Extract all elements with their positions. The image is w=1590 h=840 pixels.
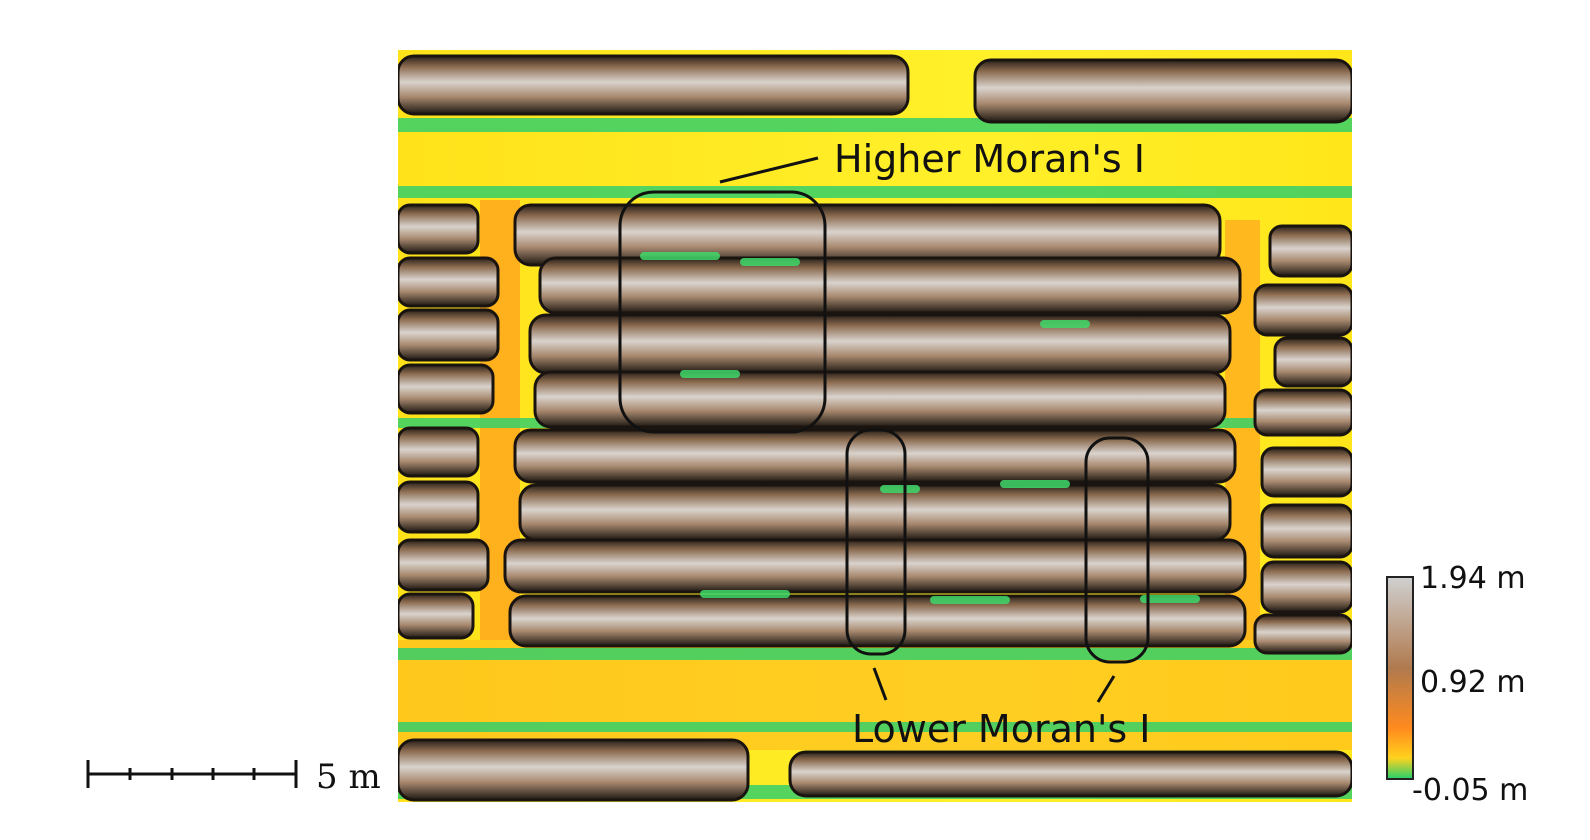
higher-leader-line (719, 156, 819, 184)
colorbar-mid-label: 0.92 m (1420, 665, 1526, 700)
scale-bar (86, 760, 298, 788)
scale-bar-label: 5 m (316, 757, 381, 797)
lower-morans-box-left (845, 428, 907, 656)
lower-morans-box-right (1084, 436, 1150, 664)
map-image (398, 50, 1352, 802)
colorbar-max-label: 1.94 m (1420, 561, 1526, 596)
tree-rows (398, 54, 1352, 802)
height-colorbar (1386, 576, 1414, 780)
lower-morans-label: Lower Moran's I (852, 707, 1151, 751)
higher-morans-box (618, 190, 827, 434)
lower-leader-line-left (872, 667, 888, 701)
row-gaps (640, 252, 1200, 604)
colorbar-min-label: -0.05 m (1412, 773, 1529, 808)
higher-morans-label: Higher Moran's I (834, 137, 1145, 181)
lower-leader-line-right (1096, 675, 1116, 703)
